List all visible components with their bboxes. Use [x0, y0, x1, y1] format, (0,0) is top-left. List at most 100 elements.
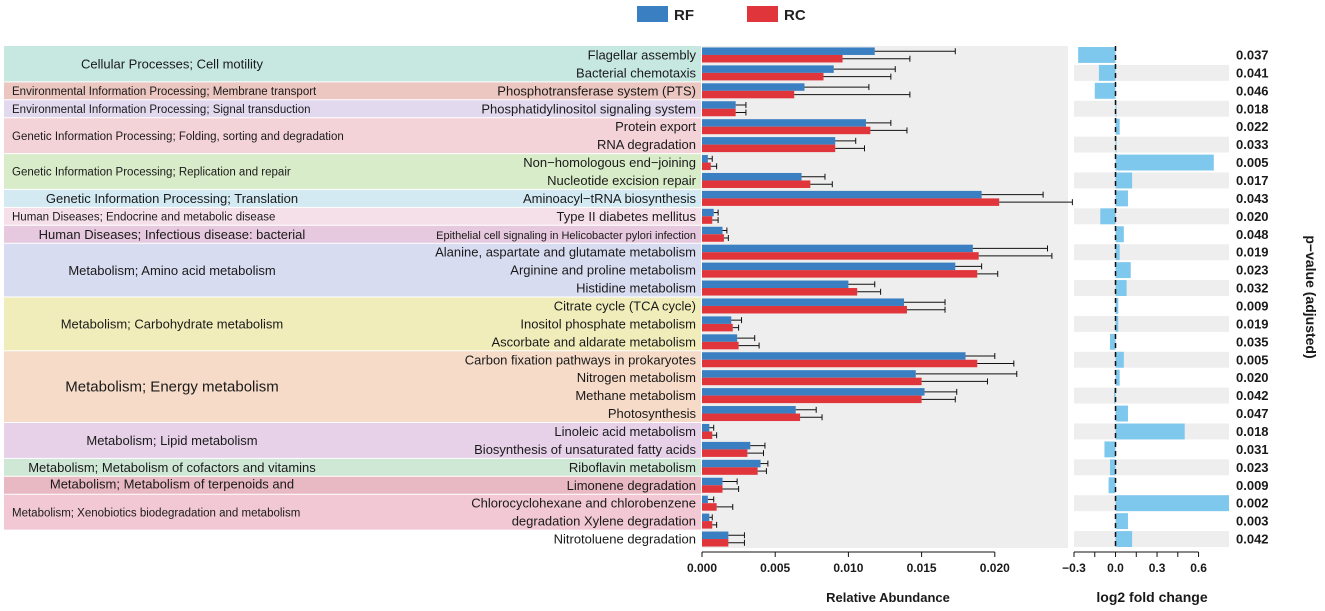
bar-rf: [702, 226, 723, 235]
pathway-label: Non−homologous end−joining: [523, 155, 696, 170]
category-label: Metabolism; Carbohydrate metabolism: [61, 317, 284, 332]
bar-rf: [702, 262, 956, 271]
bar-rf: [702, 208, 714, 217]
bar-rc: [702, 90, 795, 99]
fold-bar: [1115, 315, 1119, 332]
bar-rc: [702, 270, 978, 278]
pvalue-label: 0.023: [1236, 263, 1269, 278]
bar-rc: [702, 539, 729, 547]
pvalue-label: 0.047: [1236, 406, 1269, 421]
bar-rc: [702, 503, 717, 511]
category-label: Genetic Information Processing; Replicat…: [12, 167, 291, 179]
fold-bar: [1108, 477, 1116, 494]
fold-row-band: [1074, 172, 1229, 189]
bar-rc: [702, 216, 713, 224]
pvalue-label: 0.020: [1236, 370, 1269, 385]
fold-row-band: [1074, 531, 1229, 547]
abundance-axis-title: Relative Abundance: [826, 590, 950, 605]
bar-rf: [702, 495, 708, 504]
pvalue-column: 0.037 0.041 0.046 0.018 0.022 0.033 0.005 0.017…: [1236, 47, 1319, 546]
bar-rf: [702, 155, 708, 163]
pvalue-label: 0.042: [1236, 388, 1269, 403]
fold-bar: [1115, 495, 1229, 512]
pathway-label: Biosynthesis of unsaturated fatty acids: [474, 442, 696, 457]
pathway-label: Alanine, aspartate and glutamate metabol…: [435, 245, 696, 260]
pvalue-label: 0.003: [1236, 514, 1269, 529]
bar-rc: [702, 431, 713, 439]
bar-rc: [702, 54, 843, 63]
pathway-label: Riboflavin metabolism: [569, 460, 696, 475]
category-band: [4, 153, 701, 190]
fold-row-band: [1074, 459, 1229, 476]
fold-row-band: [1074, 387, 1229, 404]
pathway-label: Type II diabetes mellitus: [557, 209, 697, 224]
fold-row-band: [1074, 351, 1229, 368]
bar-rc: [702, 144, 836, 153]
pathway-label: Inositol phosphate metabolism: [520, 316, 696, 331]
fold-bar: [1115, 513, 1128, 530]
pathway-label: Photosynthesis: [608, 406, 697, 421]
category-label: Metabolism; Metabolism of cofactors and …: [28, 460, 316, 475]
abundance-tick-label: 0.015: [907, 561, 937, 575]
abundance-panel: [702, 46, 1073, 548]
category-band: [4, 207, 701, 226]
category-label: Human Diseases; Endocrine and metabolic …: [12, 211, 275, 223]
bar-rc: [702, 323, 733, 332]
pathway-label: Histidine metabolism: [576, 281, 696, 296]
bar-rf: [702, 83, 805, 91]
pathway-label: Nucleotide excision repair: [547, 173, 697, 188]
pathway-label: degradation Xylene degradation: [512, 514, 696, 529]
category-label: Environmental Information Processing; Me…: [12, 86, 317, 98]
pathway-label: Carbon fixation pathways in prokaryotes: [465, 352, 697, 367]
pathway-label: Linoleic acid metabolism: [554, 424, 696, 439]
category-label: Genetic Information Processing; Folding,…: [12, 131, 344, 143]
fold-bar: [1109, 459, 1116, 476]
axes: 0.000 0.005 0.010 0.015 0.020 Relative Abunda…: [687, 551, 1208, 605]
pvalue-label: 0.046: [1236, 83, 1269, 98]
abundance-tick-label: 0.020: [980, 561, 1010, 575]
pathway-label: Limonene degradation: [567, 478, 696, 493]
pvalue-label: 0.018: [1236, 424, 1269, 439]
bar-rf: [702, 47, 875, 55]
category-band: [4, 297, 701, 351]
bar-rf: [702, 172, 802, 181]
fold-bar: [1094, 82, 1116, 99]
bar-rc: [702, 359, 978, 368]
pvalue-axis-title: p−value (adjusted): [1303, 235, 1319, 358]
bar-rc: [702, 108, 736, 117]
bar-rc: [702, 180, 811, 188]
bar-rf: [702, 298, 905, 306]
pvalue-label: 0.005: [1236, 155, 1269, 170]
fold-bar: [1115, 280, 1127, 296]
bar-rf: [702, 513, 710, 522]
pathway-label: Citrate cycle (TCA cycle): [554, 298, 696, 313]
category-label: Metabolism; Energy metabolism: [65, 378, 278, 395]
category-label: Human Diseases; Infectious disease: bact…: [39, 227, 306, 242]
bar-rc: [702, 485, 723, 493]
fold-bar: [1115, 226, 1124, 243]
category-band: [4, 117, 701, 154]
pvalue-label: 0.048: [1236, 227, 1269, 242]
fold-bar: [1115, 118, 1120, 135]
pvalue-label: 0.019: [1236, 245, 1269, 260]
pvalue-label: 0.035: [1236, 334, 1269, 349]
category-band: [4, 476, 701, 495]
pvalue-label: 0.020: [1236, 209, 1269, 224]
pathway-label: Nitrogen metabolism: [577, 370, 696, 385]
category-label: Environmental Information Processing; Si…: [12, 104, 311, 116]
pathway-label: Arginine and proline metabolism: [510, 263, 696, 278]
bar-rf: [702, 352, 966, 360]
bar-rc: [702, 126, 871, 135]
fold-bar: [1115, 172, 1133, 189]
fold-bar: [1115, 154, 1214, 171]
pvalue-label: 0.031: [1236, 442, 1269, 457]
category-band: [4, 350, 701, 423]
pathway-label: Nitrotoluene degradation: [554, 532, 696, 547]
category-label: Metabolism; Lipid metabolism: [86, 433, 257, 448]
fold-row-band: [1074, 100, 1229, 117]
pvalue-label: 0.018: [1236, 101, 1269, 116]
bar-rf: [702, 531, 729, 540]
category-bands: Cellular Processes; Cell motility Environ…: [4, 46, 701, 547]
pvalue-label: 0.019: [1236, 316, 1269, 331]
fold-bar: [1104, 441, 1116, 458]
